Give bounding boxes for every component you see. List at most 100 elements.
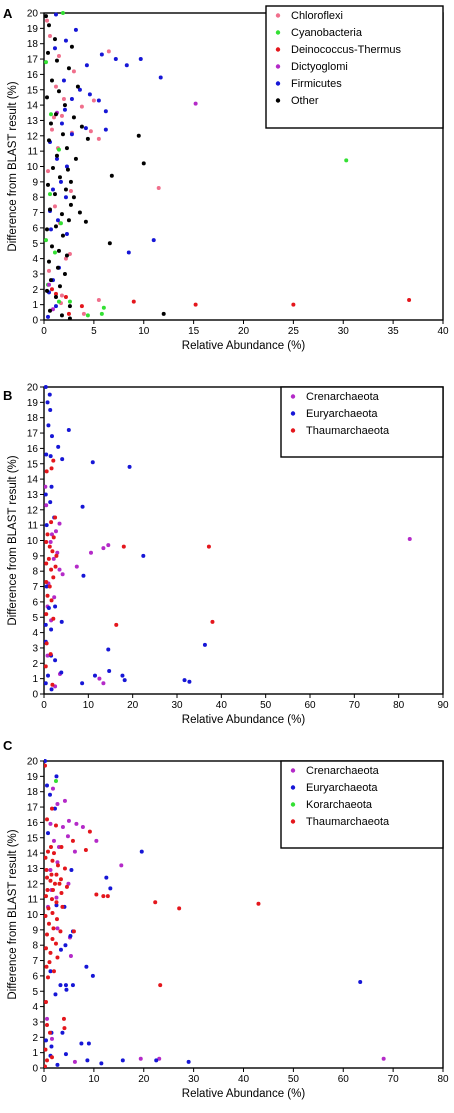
y-tick-label: 16 (27, 444, 39, 455)
data-point (62, 271, 67, 276)
data-point (58, 983, 63, 988)
data-point (56, 53, 61, 58)
legend-marker (290, 411, 296, 416)
data-point (50, 858, 55, 863)
y-tick-label: 6 (32, 597, 38, 608)
x-tick-label: 40 (437, 326, 449, 337)
data-point (154, 1058, 159, 1063)
legend-marker (290, 785, 296, 790)
data-point (59, 113, 64, 118)
data-point (54, 903, 59, 908)
data-point (103, 127, 108, 132)
data-point (55, 218, 60, 223)
data-point (44, 999, 48, 1004)
data-point (52, 806, 57, 811)
data-point (97, 676, 102, 681)
y-tick-label: 1 (32, 674, 38, 685)
data-point (407, 298, 412, 303)
data-point (57, 567, 62, 572)
data-point (79, 104, 84, 109)
data-point (44, 540, 49, 545)
y-tick-label: 11 (28, 147, 39, 158)
data-point (139, 849, 144, 854)
data-point (49, 484, 54, 489)
legend-box (280, 760, 444, 849)
x-axis-title: Relative Abundance (%) (182, 714, 306, 726)
data-point (59, 293, 64, 298)
x-tick-label: 40 (238, 1074, 250, 1085)
data-point (113, 57, 118, 62)
series-chloroflexi (44, 18, 161, 316)
data-point (54, 774, 59, 779)
data-point (138, 1056, 143, 1061)
data-point (182, 678, 187, 683)
data-point (50, 887, 55, 892)
data-point (88, 129, 93, 134)
data-point (69, 96, 74, 101)
x-tick-label: 10 (138, 326, 150, 337)
data-point (44, 875, 49, 880)
data-point (126, 250, 131, 255)
data-point (49, 806, 54, 811)
data-point (59, 891, 64, 896)
data-point (70, 838, 75, 843)
data-point (79, 304, 84, 309)
y-tick-label: 16 (27, 818, 39, 829)
x-tick-label: 0 (41, 326, 47, 337)
legend-label: Other (291, 95, 319, 107)
data-point (49, 520, 54, 525)
y-tick-label: 14 (27, 101, 39, 112)
data-point (67, 304, 72, 309)
data-point (60, 11, 65, 15)
data-point (51, 458, 56, 463)
data-point (50, 937, 55, 942)
data-point (47, 544, 52, 549)
data-point (44, 763, 47, 768)
y-tick-label: 2 (32, 285, 38, 296)
data-point (291, 302, 296, 307)
data-point (52, 46, 57, 51)
data-point (53, 294, 58, 299)
data-point (44, 60, 48, 65)
y-tick-label: 15 (27, 833, 39, 844)
data-point (107, 241, 112, 246)
data-point (49, 872, 54, 877)
data-point (45, 182, 50, 187)
data-point (99, 52, 104, 57)
data-point (51, 575, 56, 580)
data-point (52, 881, 57, 886)
data-point (44, 484, 48, 489)
y-tick-label: 14 (27, 475, 39, 486)
data-point (48, 878, 53, 883)
data-point (68, 202, 73, 207)
data-point (90, 460, 95, 465)
data-point (54, 58, 59, 63)
data-point (49, 127, 54, 132)
data-point (99, 311, 104, 316)
legend-marker (290, 768, 296, 773)
data-point (106, 49, 111, 54)
data-point (58, 179, 63, 184)
y-tick-label: 14 (27, 849, 39, 860)
panel-label: B (3, 388, 12, 403)
series-other (44, 14, 166, 320)
data-point (51, 838, 56, 843)
data-point (47, 584, 52, 589)
x-tick-label: 50 (260, 700, 272, 711)
data-point (56, 89, 61, 94)
data-point (67, 251, 72, 256)
data-point (46, 23, 51, 28)
data-points (44, 385, 412, 692)
data-point (63, 256, 68, 261)
data-point (49, 598, 54, 603)
legend-marker (275, 30, 281, 35)
data-point (68, 179, 73, 184)
x-tick-label: 60 (304, 700, 316, 711)
data-point (344, 158, 349, 163)
x-tick-label: 80 (393, 700, 405, 711)
data-point (87, 829, 92, 834)
data-point (46, 606, 51, 611)
data-point (381, 1056, 386, 1061)
data-point (63, 187, 68, 192)
